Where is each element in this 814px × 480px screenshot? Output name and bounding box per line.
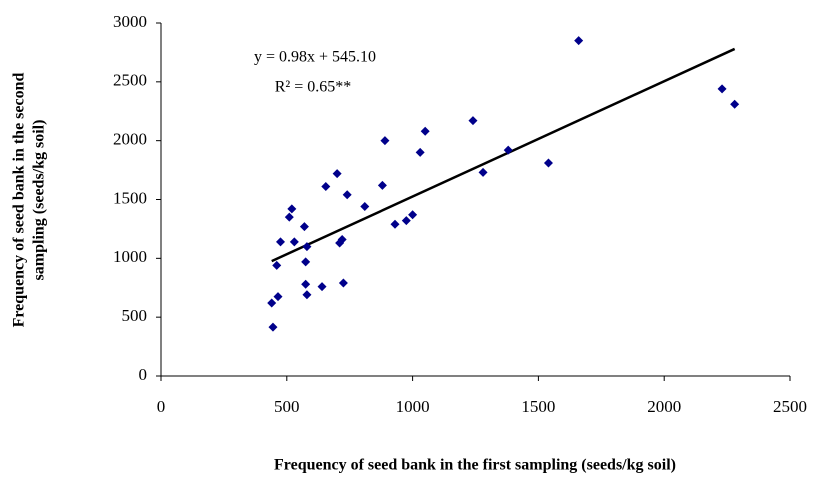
data-point xyxy=(468,116,478,126)
fit-equation: y = 0.98x + 545.10 xyxy=(254,49,376,66)
data-point xyxy=(284,212,294,222)
data-point xyxy=(415,147,425,157)
data-point xyxy=(321,182,331,192)
data-point xyxy=(342,190,352,200)
fit-r2: R² = 0.65** xyxy=(275,79,352,96)
x-tick-label: 1500 xyxy=(521,397,555,416)
data-point xyxy=(268,322,278,332)
data-point xyxy=(503,145,513,155)
data-point xyxy=(276,237,286,247)
data-point xyxy=(401,216,411,226)
data-point xyxy=(380,136,390,146)
data-point xyxy=(289,237,299,247)
y-tick-label: 500 xyxy=(122,306,148,325)
data-point xyxy=(574,36,584,46)
data-point xyxy=(273,292,283,302)
y-axis-title: Frequency of seed bank in the second xyxy=(11,72,28,327)
data-point xyxy=(377,180,387,190)
data-point xyxy=(272,260,282,270)
data-point xyxy=(360,202,370,212)
data-point xyxy=(287,204,297,214)
y-tick-label: 1500 xyxy=(113,188,147,207)
data-point xyxy=(338,278,348,288)
data-point xyxy=(337,235,347,245)
data-point xyxy=(408,210,418,220)
data-point xyxy=(299,222,309,232)
data-point xyxy=(390,219,400,229)
data-point xyxy=(301,279,311,289)
data-point xyxy=(717,84,727,94)
x-tick-label: 2000 xyxy=(647,397,681,416)
x-tick-label: 0 xyxy=(157,397,166,416)
data-point xyxy=(420,126,430,136)
y-axis-title: sampling (seeds/kg soil) xyxy=(31,120,48,281)
x-tick-label: 2500 xyxy=(773,397,807,416)
data-point xyxy=(301,257,311,267)
data-point xyxy=(317,282,327,292)
y-tick-label: 2000 xyxy=(113,130,147,149)
data-point xyxy=(543,158,553,168)
y-tick-label: 3000 xyxy=(113,12,147,31)
data-point xyxy=(302,242,312,252)
data-point xyxy=(478,167,488,177)
data-point xyxy=(730,99,740,109)
x-axis-title: Frequency of seed bank in the first samp… xyxy=(274,457,676,474)
data-point xyxy=(302,290,312,300)
x-tick-label: 500 xyxy=(274,397,300,416)
x-tick-label: 1000 xyxy=(396,397,430,416)
data-point xyxy=(332,169,342,179)
y-tick-label: 1000 xyxy=(113,247,147,266)
y-tick-label: 0 xyxy=(139,365,148,384)
y-tick-label: 2500 xyxy=(113,71,147,90)
data-point xyxy=(267,298,277,308)
trend-line xyxy=(271,47,736,263)
